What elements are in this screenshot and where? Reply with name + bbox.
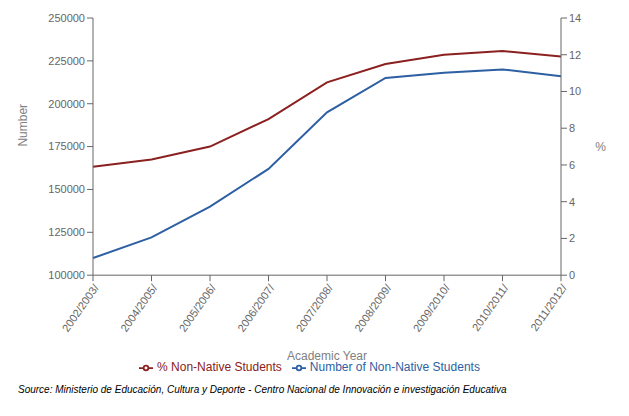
svg-text:250000: 250000 (48, 12, 85, 24)
svg-text:10: 10 (569, 85, 581, 97)
svg-text:100000: 100000 (48, 269, 85, 281)
svg-text:2009/2010/: 2009/2010/ (411, 281, 453, 334)
svg-text:2002/2003/: 2002/2003/ (60, 281, 102, 334)
svg-text:2004/2005/: 2004/2005/ (118, 281, 160, 334)
svg-text:2011/2012/: 2011/2012/ (528, 281, 569, 333)
svg-text:8: 8 (569, 122, 575, 134)
svg-text:12: 12 (569, 49, 581, 61)
svg-text:2005/2006/: 2005/2006/ (177, 281, 219, 334)
svg-text:2006/2007/: 2006/2007/ (235, 281, 277, 334)
svg-text:0: 0 (569, 269, 575, 281)
svg-text:2010/2011/: 2010/2011/ (470, 281, 511, 333)
svg-text:125000: 125000 (48, 226, 85, 238)
svg-text:6: 6 (569, 159, 575, 171)
svg-text:%: % (595, 140, 606, 154)
svg-text:2007/2008/: 2007/2008/ (294, 281, 336, 334)
svg-text:4: 4 (569, 196, 575, 208)
svg-text:Number: Number (16, 104, 30, 147)
svg-text:Academic Year: Academic Year (287, 349, 367, 363)
svg-text:225000: 225000 (48, 55, 85, 67)
html-text:Source: Ministerio de Educació: Source: Ministerio de Educación, Cultura… (18, 384, 507, 395)
html-text:Number of Non-Native Students: Number of Non-Native Students (309, 360, 480, 375)
svg-text:175000: 175000 (48, 140, 85, 152)
svg-text:14: 14 (569, 12, 581, 24)
svg-text:200000: 200000 (48, 98, 85, 110)
svg-text:2: 2 (569, 232, 575, 244)
html-text:% Non-Native Students: % Non-Native Students (157, 360, 282, 375)
svg-text:150000: 150000 (48, 183, 85, 195)
svg-text:2008/2009/: 2008/2009/ (352, 281, 394, 334)
